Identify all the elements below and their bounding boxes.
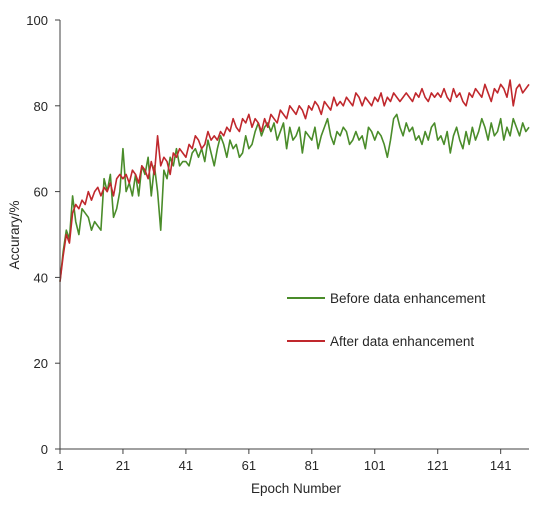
x-axis-title: Epoch Number [251, 481, 342, 496]
x-tick-label: 101 [364, 458, 386, 473]
y-axis-title: Accurary/% [7, 200, 22, 269]
x-tick-label: 121 [427, 458, 449, 473]
x-tick-label: 81 [305, 458, 319, 473]
x-tick-label: 41 [179, 458, 193, 473]
legend: Before data enhancement After data enhan… [287, 291, 486, 349]
series-line-before [59, 113, 530, 282]
legend-label-before: Before data enhancement [330, 291, 486, 306]
x-tick-label: 21 [116, 458, 130, 473]
y-tick-label: 40 [34, 270, 48, 285]
y-tick-label: 100 [26, 13, 48, 28]
x-tick-label: 61 [242, 458, 256, 473]
y-tick-label: 80 [34, 99, 48, 114]
x-tick-label: 1 [56, 458, 63, 473]
y-tick-label: 20 [34, 356, 48, 371]
legend-label-after: After data enhancement [330, 334, 474, 349]
x-tick-label: 141 [490, 458, 512, 473]
series-line-after [59, 79, 530, 282]
y-tick-label: 60 [34, 185, 48, 200]
y-tick-label: 0 [41, 442, 48, 457]
